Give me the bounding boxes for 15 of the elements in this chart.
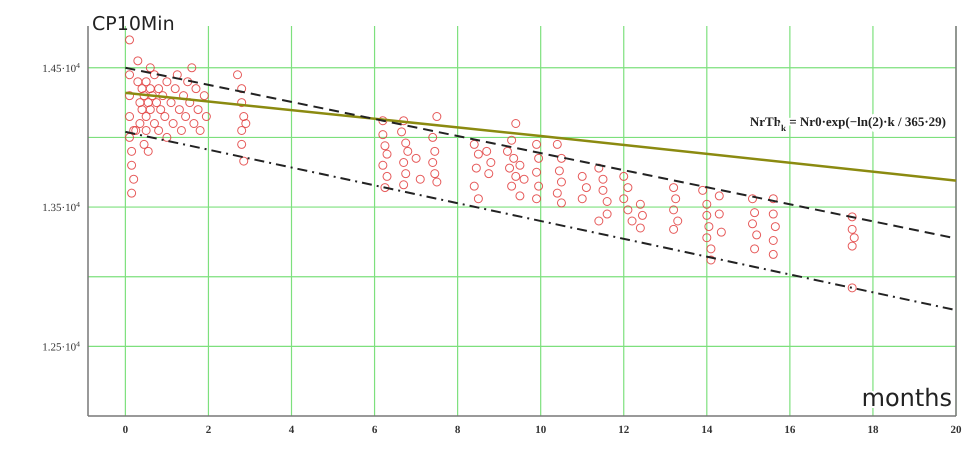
x-tick-label: 14 <box>701 424 713 436</box>
x-tick-label: 10 <box>535 424 547 436</box>
x-tick-label: 18 <box>867 424 879 436</box>
x-tick-label: 12 <box>618 424 630 436</box>
x-tick-label: 4 <box>288 424 295 436</box>
x-tick-label: 20 <box>950 424 962 436</box>
x-tick-label: 8 <box>454 424 461 436</box>
x-tick-label: 2 <box>206 424 212 436</box>
y-tick-label: 1.45·10$^{4}$ <box>42 60 80 75</box>
x-tick-label: 16 <box>784 424 796 436</box>
y-tick-label: 1.25·10$^{4}$ <box>42 338 80 354</box>
x-tick-label: 6 <box>372 424 378 436</box>
y-tick-label: 1.35·10$^{4}$ <box>42 200 80 214</box>
x-tick-label: 0 <box>122 424 129 436</box>
y-axis-title: CP10Min <box>92 13 175 35</box>
